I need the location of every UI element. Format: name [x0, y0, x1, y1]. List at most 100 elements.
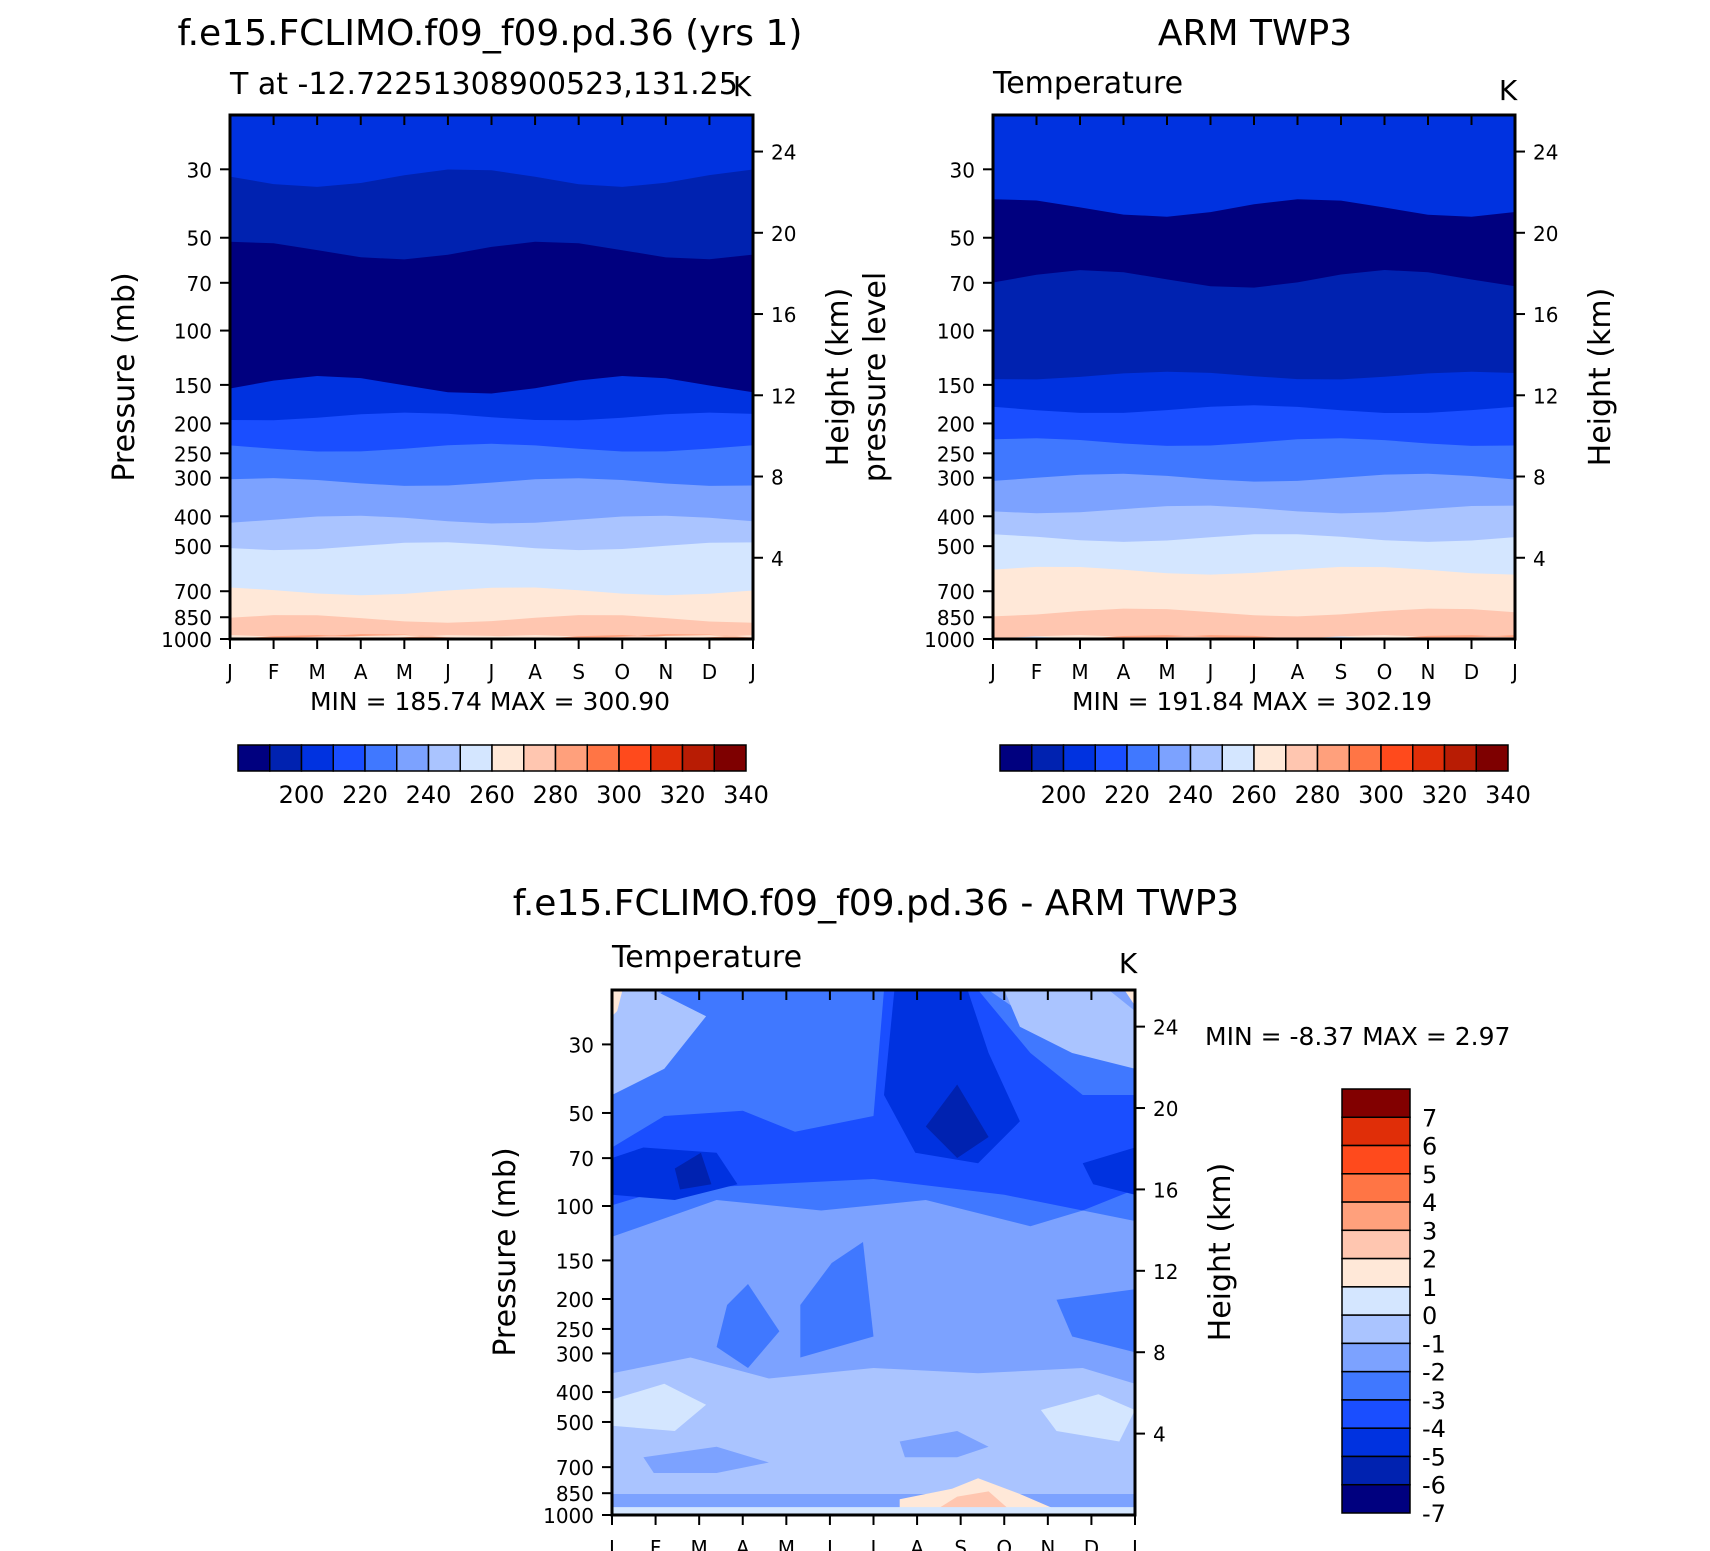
- colorbar-box: [332, 744, 366, 772]
- month-tick-label: O: [614, 660, 630, 684]
- pressure-tick-label: 700: [174, 580, 212, 604]
- panel-obs: ARM TWP3 Temperature K 30 50 70 100 150 200 25…: [858, 13, 1618, 809]
- colorbar-box: [1062, 744, 1096, 772]
- colorbar-label: 220: [342, 781, 388, 809]
- colorbar-label: 3: [1422, 1217, 1437, 1245]
- panel-obs-subtitle: Temperature: [992, 66, 1183, 101]
- height-tick-label: 4: [771, 547, 784, 571]
- colorbar-label: 5: [1422, 1161, 1437, 1189]
- contour-region: [612, 990, 707, 1095]
- height-tick-label: 24: [771, 141, 796, 165]
- contour-region: [643, 1446, 769, 1473]
- panel-obs-title: ARM TWP3: [1158, 13, 1352, 54]
- panel-obs-field: [993, 115, 1515, 639]
- pressure-tick-label: 500: [556, 1411, 594, 1435]
- month-tick-label: A: [354, 660, 368, 684]
- month-tick-label: D: [1464, 660, 1479, 684]
- height-tick-label: 20: [1533, 222, 1558, 246]
- month-tick-label: S: [954, 1536, 967, 1551]
- pressure-tick-label: 200: [937, 412, 975, 436]
- panel-diff-title: f.e15.FCLIMO.f09_f09.pd.36 - ARM TWP3: [513, 883, 1239, 924]
- contour-region: [612, 1383, 707, 1431]
- contour-band: [230, 615, 753, 639]
- colorbar-box: [1341, 1173, 1411, 1203]
- month-tick-label: M: [1158, 660, 1175, 684]
- height-tick-label: 4: [1153, 1423, 1166, 1447]
- colorbar-label: -4: [1422, 1415, 1446, 1443]
- colorbar-label: 280: [1295, 781, 1341, 809]
- month-tick-label: N: [1421, 660, 1436, 684]
- panel-model-subtitle: T at -12.72251308900523,131.25: [229, 67, 738, 102]
- month-tick-label: S: [572, 660, 585, 684]
- height-tick-label: 16: [771, 303, 796, 327]
- colorbar-label: 320: [660, 781, 706, 809]
- pressure-tick-label: 70: [569, 1147, 594, 1171]
- contour-region: [1124, 990, 1135, 1006]
- colorbar-box: [1341, 1427, 1411, 1458]
- month-tick-label: M: [691, 1536, 708, 1551]
- colorbar-box: [1475, 744, 1509, 772]
- colorbar-box: [1341, 1483, 1411, 1514]
- colorbar-box: [1341, 1342, 1411, 1373]
- surface-strip: [612, 1507, 1135, 1515]
- colorbar-box: [1341, 1201, 1411, 1232]
- pressure-tick-label: 70: [187, 272, 212, 296]
- pressure-tick-label: 700: [937, 580, 975, 604]
- month-tick-label: A: [1117, 660, 1131, 684]
- colorbar-box: [1189, 744, 1223, 772]
- colorbar-box: [1348, 744, 1382, 772]
- colorbar-box: [1126, 744, 1160, 772]
- month-tick-label: A: [736, 1536, 750, 1551]
- pressure-tick-label: 30: [950, 158, 975, 182]
- month-tick-label: J: [487, 660, 495, 684]
- height-tick-label: 8: [1533, 466, 1546, 490]
- colorbar-box: [1031, 744, 1065, 772]
- colorbar-label: 1: [1422, 1274, 1437, 1302]
- pressure-tick-label: 300: [174, 467, 212, 491]
- contour-region: [899, 1431, 989, 1458]
- pressure-tick-label: 850: [556, 1482, 594, 1506]
- pressure-tick-label: 300: [556, 1342, 594, 1366]
- month-tick-label: S: [1335, 660, 1348, 684]
- height-tick-label: 8: [771, 466, 784, 490]
- month-tick-label: N: [1040, 1536, 1055, 1551]
- colorbar-box: [523, 744, 557, 772]
- month-tick-label: J: [1249, 660, 1257, 684]
- month-tick-label: F: [1031, 660, 1043, 684]
- pressure-tick-label: 400: [556, 1381, 594, 1405]
- colorbar-box: [1341, 1144, 1411, 1175]
- month-tick-label: J: [1510, 660, 1518, 684]
- pressure-tick-label: 850: [174, 606, 212, 630]
- contour-region: [1082, 1147, 1135, 1195]
- pressure-tick-label: 1000: [161, 628, 212, 652]
- pressure-tick-label: 150: [174, 374, 212, 398]
- height-tick-label: 20: [1153, 1097, 1178, 1121]
- pressure-tick-label: 1000: [543, 1504, 594, 1528]
- month-tick-label: J: [1130, 1536, 1138, 1551]
- month-tick-label: M: [1071, 660, 1088, 684]
- colorbar-box: [1341, 1370, 1411, 1401]
- colorbar-label: 260: [469, 781, 515, 809]
- colorbar-box: [300, 744, 334, 772]
- pressure-tick-label: 200: [556, 1288, 594, 1312]
- contour-region: [884, 990, 1020, 1164]
- pressure-tick-label: 100: [174, 320, 212, 344]
- month-tick-label: O: [1377, 660, 1393, 684]
- panel-obs-ylabel-right: Height (km): [1583, 288, 1618, 467]
- panel-obs-minmax: MIN = 191.84 MAX = 302.19: [1072, 687, 1432, 716]
- colorbar-label: -1: [1422, 1330, 1446, 1358]
- contour-region: [936, 1491, 1010, 1510]
- contour-region: [716, 1284, 780, 1368]
- panel-model-field: [230, 115, 753, 640]
- panel-model-ylabel-right: Height (km): [821, 288, 856, 467]
- colorbar-box: [1285, 744, 1319, 772]
- colorbar-label: 4: [1422, 1189, 1437, 1217]
- month-tick-label: A: [528, 660, 542, 684]
- panel-diff-minmax: MIN = -8.37 MAX = 2.97: [1205, 1022, 1510, 1051]
- contour-region: [925, 1084, 989, 1158]
- panel-obs-units: K: [1499, 74, 1518, 107]
- contour-region: [612, 990, 623, 1017]
- colorbar-label: 300: [1358, 781, 1404, 809]
